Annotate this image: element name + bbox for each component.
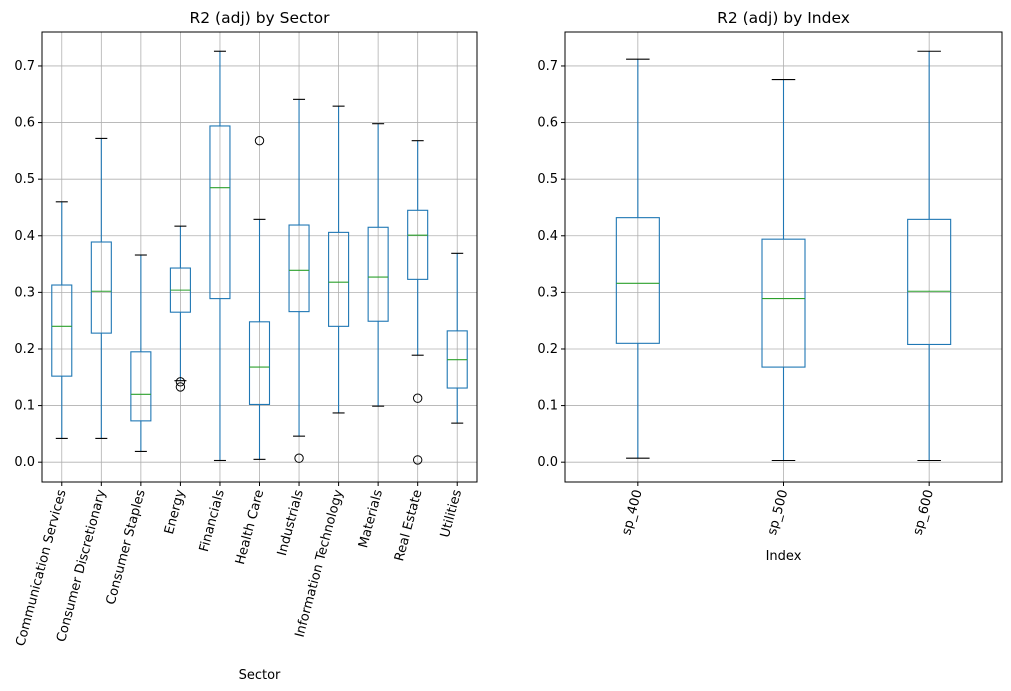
box-group-sp-500 (761, 78, 806, 462)
y-tick-label: 0.5 (14, 172, 35, 187)
box-group-materials (367, 123, 389, 407)
iqr-box (248, 321, 271, 406)
x-tick-label: Materials (356, 488, 386, 550)
box-group-consumer-discretionary (90, 137, 112, 439)
y-tick-label: 0.3 (537, 285, 558, 300)
box-group-industrials (288, 98, 310, 463)
x-axis-label: Sector (239, 668, 281, 683)
box-group-communication-services (51, 201, 73, 439)
x-tick-label: Financials (197, 488, 228, 554)
x-tick-label: sp_500 (765, 488, 791, 537)
y-tick-label: 0.2 (537, 342, 558, 357)
iqr-box (615, 217, 660, 344)
x-axis-label: Index (766, 549, 802, 564)
outlier-point (175, 382, 186, 392)
iqr-box (51, 284, 73, 377)
iqr-box (209, 125, 231, 300)
x-tick-label: Energy (162, 488, 188, 536)
box-group-information-technology (328, 105, 350, 414)
y-tick-label: 0.3 (14, 285, 35, 300)
iqr-box (130, 351, 152, 422)
box-group-sp-600 (907, 50, 952, 462)
iqr-box (288, 224, 310, 313)
outlier-point (294, 453, 304, 463)
x-tick-label: Industrials (275, 488, 307, 558)
x-tick-label: Real Estate (392, 488, 425, 563)
box-group-energy (169, 225, 191, 392)
box-group-financials (209, 50, 231, 462)
box-group-real-estate (407, 140, 429, 465)
box-group-sp-400 (615, 58, 660, 459)
x-tick-label: Consumer Staples (104, 488, 149, 606)
box-group-consumer-staples (130, 254, 152, 452)
box-group-health-care (248, 135, 271, 460)
y-tick-label: 0.0 (537, 455, 558, 470)
y-tick-label: 0.5 (537, 172, 558, 187)
outlier-point (412, 393, 423, 403)
y-tick-label: 0.7 (537, 59, 558, 74)
iqr-box (761, 238, 806, 368)
iqr-box (907, 218, 952, 346)
y-tick-label: 0.1 (14, 399, 35, 414)
y-tick-label: 0.2 (14, 342, 35, 357)
box-group-utilities (446, 252, 468, 424)
outlier-point (412, 455, 423, 465)
outlier-point (175, 377, 186, 387)
y-tick-label: 0.4 (14, 229, 35, 244)
iqr-box (407, 209, 429, 280)
y-tick-label: 0.0 (14, 455, 35, 470)
chart-title: R2 (adj) by Sector (190, 9, 331, 27)
outlier-point (254, 135, 265, 146)
index-boxplot-panel: 0.0 0.1 0.2 0.3 0.4 0.5 0.6 0.7 sp_400 sp_500 sp_6… (537, 9, 1003, 564)
x-tick-label: sp_600 (911, 488, 937, 537)
iqr-box (90, 241, 112, 334)
y-tick-label: 0.4 (537, 229, 558, 244)
x-tick-label: sp_400 (619, 488, 645, 537)
y-tick-label: 0.6 (14, 116, 35, 131)
y-tick-label: 0.1 (537, 399, 558, 414)
x-tick-label: Utilities (438, 488, 465, 539)
iqr-box (367, 226, 389, 322)
y-tick-label: 0.6 (537, 116, 558, 131)
iqr-box (328, 231, 350, 327)
y-tick-label: 0.7 (14, 59, 35, 74)
x-tick-label: Health Care (233, 488, 267, 566)
chart-title: R2 (adj) by Index (717, 9, 850, 27)
